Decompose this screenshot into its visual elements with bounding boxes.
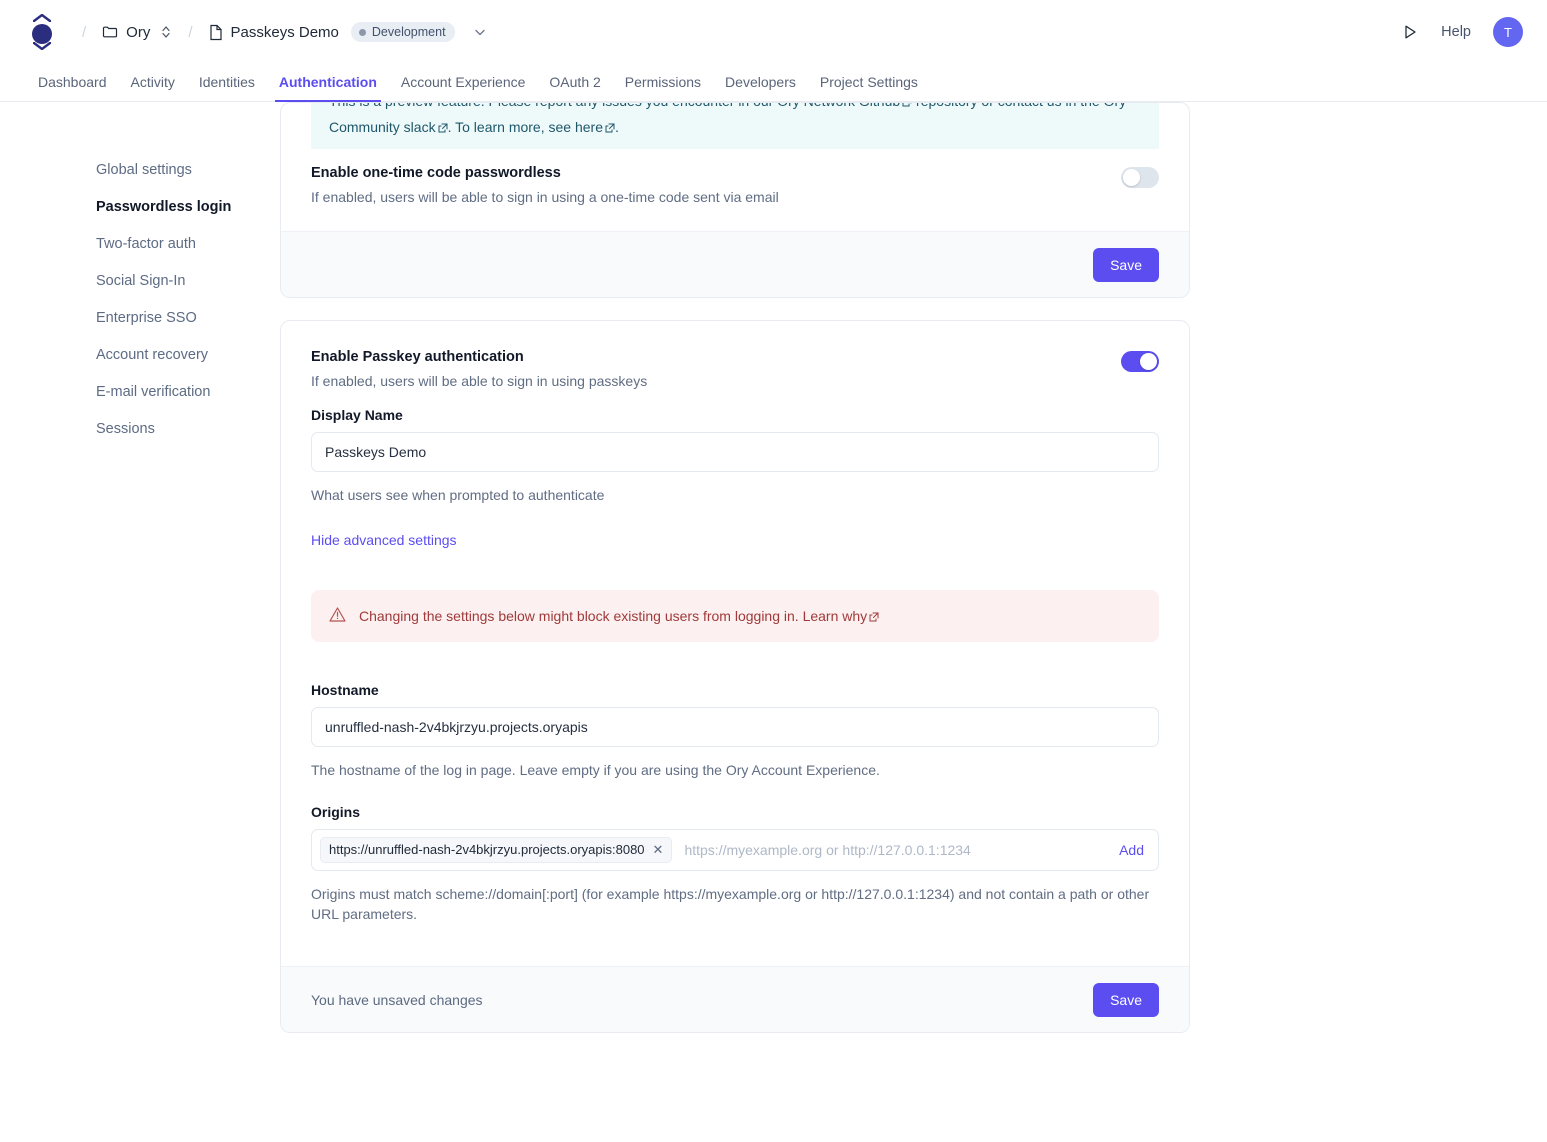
one-time-code-row: Enable one-time code passwordless If ena… [281,149,1189,231]
file-icon [209,24,223,41]
hostname-label: Hostname [311,682,379,699]
passkey-enable-row: Enable Passkey authentication If enabled… [281,321,1189,407]
external-link-icon [902,103,912,115]
display-name-label: Display Name [311,407,403,423]
passkey-card-footer: You have unsaved changes Save [281,966,1189,1033]
one-time-code-card: This is a preview feature. Please report… [280,102,1190,298]
help-button[interactable]: Help [1441,24,1471,40]
sidebar-item-email-verification[interactable]: E-mail verification [96,384,211,400]
origins-label: Origins [311,803,361,820]
display-name-input[interactable] [311,432,1159,472]
external-link-icon [605,116,615,141]
toggle-knob [1123,169,1140,186]
breadcrumb-separator-2: / [188,23,193,41]
origins-input[interactable] [672,841,1110,858]
breadcrumb-project[interactable]: Passkeys Demo Development [209,22,487,42]
tab-account-experience[interactable]: Account Experience [400,74,526,90]
passkey-card-body: Display Name What users see when prompte… [281,407,1189,924]
banner-text-1: This is a preview feature. Please report… [329,103,777,109]
unsaved-changes-note: You have unsaved changes [311,991,483,1008]
chevron-down-icon[interactable] [473,25,487,39]
one-time-code-title: Enable one-time code passwordless [311,165,561,181]
breadcrumb-project-label: Passkeys Demo [230,23,339,41]
warning-alert-link[interactable]: Learn why [802,607,868,624]
passkey-title: Enable Passkey authentication [311,349,524,365]
hostname-hint: The hostname of the log in page. Leave e… [311,762,880,779]
tab-activity[interactable]: Activity [130,74,175,90]
tab-permissions[interactable]: Permissions [624,74,702,90]
sidebar-item-global-settings[interactable]: Global settings [96,162,192,178]
passkey-card: Enable Passkey authentication If enabled… [280,320,1190,1034]
banner-text-3: . To learn more, see [447,118,575,135]
sidebar-item-social-sign-in[interactable]: Social Sign-In [96,273,186,289]
one-time-code-footer: Save [281,231,1189,297]
warning-alert: Changing the settings below might block … [311,590,1159,643]
tab-oauth2[interactable]: OAuth 2 [549,74,601,90]
toggle-advanced-settings-link[interactable]: Hide advanced settings [311,532,457,549]
folder-icon [102,24,118,40]
top-bar: / Ory / Passkeys Demo Development [0,0,1547,64]
tab-authentication[interactable]: Authentication [267,75,389,102]
primary-nav: Dashboard Activity Identities Authentica… [0,64,1547,102]
ory-logo-icon[interactable] [30,13,56,51]
sidebar-item-enterprise-sso[interactable]: Enterprise SSO [96,310,197,326]
sidebar-item-account-recovery[interactable]: Account recovery [96,347,209,363]
warning-triangle-icon [329,606,346,626]
add-origin-button[interactable]: Add [1119,841,1144,858]
passkey-toggle[interactable] [1121,351,1159,372]
toggle-knob [1140,353,1157,370]
logo-dot [32,24,52,44]
environment-label: Development [371,25,446,39]
play-icon[interactable] [1401,23,1419,41]
breadcrumb-organization[interactable]: Ory [102,24,172,41]
environment-dot-icon [358,28,366,36]
external-link-icon [869,609,879,625]
settings-content: This is a preview feature. Please report… [280,102,1190,1055]
origin-chip-label: https://unruffled-nash-2v4bkjrzyu.projec… [329,842,645,858]
origins-hint: Origins must match scheme://domain[:port… [311,885,1150,922]
banner-text-2: repository or contact us in the [912,103,1103,109]
warning-alert-text-wrap: Changing the settings below might block … [359,608,879,625]
preview-feature-banner: This is a preview feature. Please report… [311,103,1159,149]
tab-dashboard[interactable]: Dashboard [38,74,107,90]
save-button-passkey[interactable]: Save [1093,982,1159,1017]
avatar[interactable]: T [1493,17,1523,47]
banner-link-github[interactable]: Ory Network Github [777,103,900,109]
passkey-description: If enabled, users will be able to sign i… [311,373,648,389]
banner-text-4: . [615,118,619,135]
preview-feature-banner-clip: This is a preview feature. Please report… [281,103,1189,149]
breadcrumb-separator-1: / [82,23,87,41]
banner-link-here[interactable]: here [574,118,603,135]
page-body: Global settings Passwordless login Two-f… [0,102,1547,1055]
remove-origin-icon[interactable]: ✕ [652,841,664,857]
one-time-code-description: If enabled, users will be able to sign i… [311,189,779,205]
one-time-code-text: Enable one-time code passwordless If ena… [311,165,1121,205]
display-name-hint: What users see when prompted to authenti… [311,487,605,503]
logo-chevron-up-icon [33,14,51,22]
origin-chip[interactable]: https://unruffled-nash-2v4bkjrzyu.projec… [320,836,673,863]
origins-field[interactable]: https://unruffled-nash-2v4bkjrzyu.projec… [311,828,1159,871]
tab-project-settings[interactable]: Project Settings [819,74,918,90]
banner-link-slack[interactable]: Ory Community slack [329,103,1126,135]
chevron-up-down-icon[interactable] [160,24,172,40]
sidebar-item-passwordless-login[interactable]: Passwordless login [96,199,232,215]
logo-chevron-down-icon [33,42,51,50]
tab-identities[interactable]: Identities [198,74,255,90]
breadcrumb-organization-label: Ory [126,23,151,41]
sidebar-item-two-factor-auth[interactable]: Two-factor auth [96,236,196,252]
sidebar-item-sessions[interactable]: Sessions [96,421,155,437]
external-link-icon [438,116,448,141]
hostname-input[interactable] [311,707,1159,748]
save-button-one-time-code[interactable]: Save [1093,247,1159,282]
tab-developers[interactable]: Developers [725,74,796,90]
settings-sidebar: Global settings Passwordless login Two-f… [0,102,280,1055]
top-bar-actions: Help T [1401,17,1523,47]
passkey-enable-text: Enable Passkey authentication If enabled… [311,349,1121,389]
environment-badge[interactable]: Development [350,22,455,42]
warning-alert-text: Changing the settings below might block … [359,607,803,624]
one-time-code-toggle[interactable] [1121,167,1159,188]
